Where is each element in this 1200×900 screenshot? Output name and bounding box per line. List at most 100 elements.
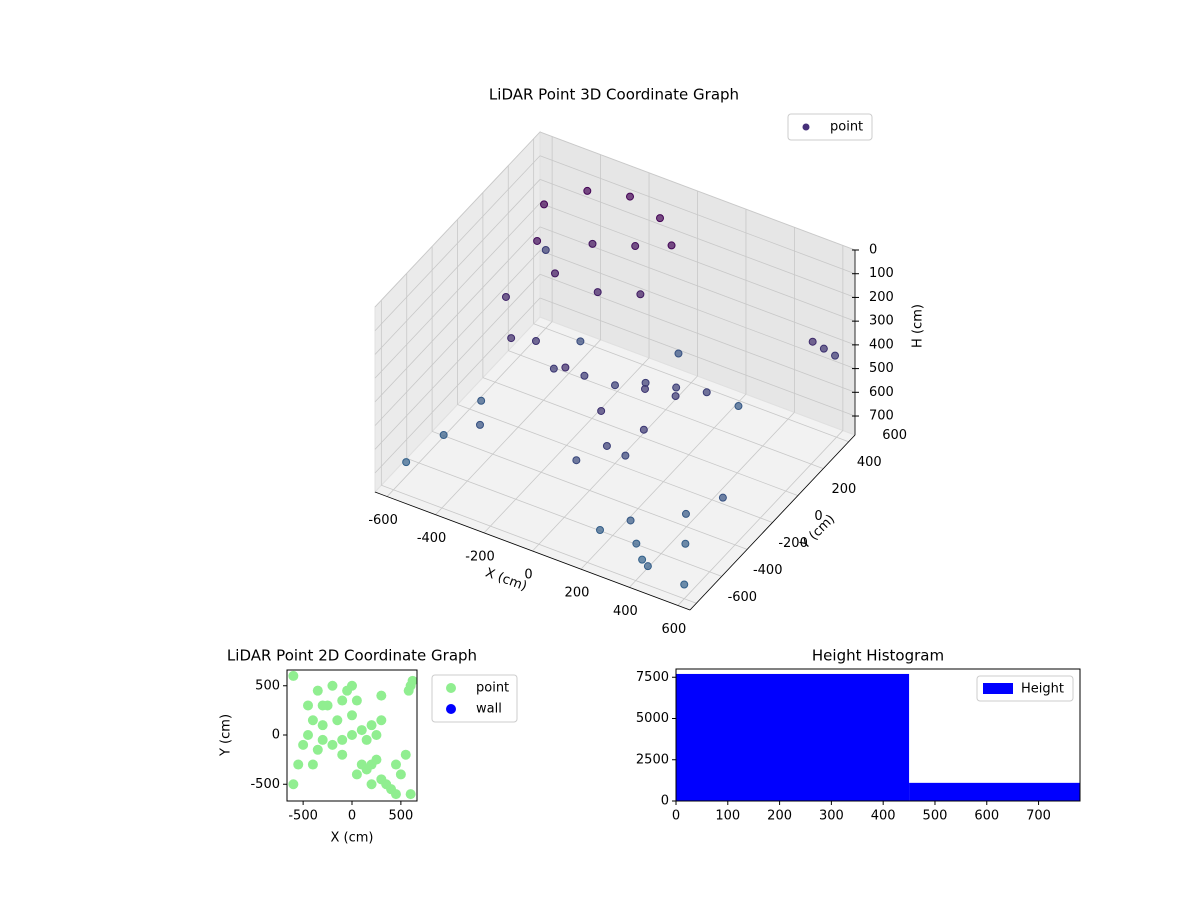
data-point [583, 186, 592, 195]
grid-line [374, 297, 541, 474]
grid-line [374, 179, 541, 355]
data-point [626, 516, 635, 525]
x-tick-label: -200 [465, 549, 495, 564]
data-point [734, 402, 743, 411]
y-tick-label: 7500 [636, 670, 669, 685]
data-point [631, 242, 640, 251]
data-point [632, 539, 641, 548]
data-point [366, 720, 377, 731]
y-tick-label: 0 [661, 794, 669, 809]
y-tick-label: 5000 [636, 711, 669, 726]
grid-line [539, 250, 856, 369]
data-point [407, 675, 417, 686]
x-tick-label: -400 [417, 531, 447, 546]
z-tick-label: 200 [869, 290, 894, 305]
data-point [395, 769, 406, 780]
legend-label: Height [1021, 682, 1064, 697]
data-point [347, 710, 357, 721]
data-point [303, 730, 314, 741]
data-point [376, 715, 387, 726]
grid-line [539, 179, 856, 298]
data-point [540, 200, 549, 209]
data-point [702, 388, 711, 397]
legend-box [976, 675, 1074, 702]
data-point [580, 371, 589, 380]
data-point [351, 769, 362, 780]
x-tick-label: -600 [368, 513, 398, 528]
data-point [576, 337, 585, 346]
data-point [317, 720, 328, 731]
data-point [337, 734, 348, 745]
z-tick-label: 100 [869, 266, 894, 281]
y-tick-label: 0 [272, 728, 280, 743]
grid-line [406, 457, 722, 577]
grid-line [482, 377, 799, 496]
z-tick-label: 400 [869, 337, 894, 352]
x-tick-label: 100 [715, 809, 740, 824]
x-tick-label: 700 [1026, 809, 1051, 824]
data-point [672, 383, 681, 392]
data-point [356, 725, 367, 736]
data-point [317, 734, 328, 745]
data-point [572, 456, 581, 465]
data-point [390, 759, 401, 770]
plot-frame [675, 668, 1081, 802]
data-point [332, 715, 343, 726]
grid-line [539, 273, 856, 393]
grid-line [539, 297, 856, 417]
legend-box [787, 113, 873, 141]
data-point [596, 525, 604, 534]
data-point [351, 695, 362, 706]
grid-line [539, 155, 856, 275]
data-point [643, 562, 652, 571]
data-point [718, 493, 727, 502]
axis-line [374, 491, 691, 611]
data-point [533, 236, 542, 245]
grid-line [508, 350, 824, 470]
data-point [507, 334, 516, 343]
data-point [476, 420, 484, 429]
data-point [541, 246, 550, 254]
legend-label: wall [476, 702, 502, 717]
x-tick-label: 500 [388, 809, 413, 824]
x-tick-label: 0 [348, 809, 356, 824]
data-point [674, 349, 683, 358]
data-point [656, 214, 664, 223]
data-point [337, 749, 348, 760]
data-point [551, 269, 559, 278]
z-tick-label: 0 [869, 243, 877, 258]
legend-marker [802, 123, 810, 131]
data-point [626, 192, 634, 201]
x-tick-label: 300 [819, 809, 844, 824]
data-point [327, 680, 338, 691]
x-tick-label: 0 [524, 568, 532, 583]
y-tick-label: -600 [728, 590, 758, 605]
x-tick-label: 400 [871, 809, 896, 824]
data-point [288, 670, 299, 681]
data-point [831, 351, 840, 360]
x-tick-label: 500 [923, 809, 948, 824]
x-tick-label: 200 [565, 586, 590, 601]
data-point [808, 337, 817, 346]
data-point [307, 759, 318, 770]
data-point [327, 739, 338, 750]
chart-title: LiDAR Point 3D Coordinate Graph [489, 86, 739, 104]
x-axis-label: X (cm) [331, 831, 374, 846]
z-tick-label: 300 [869, 314, 894, 329]
x-tick-label: 400 [613, 604, 638, 619]
grid-line [374, 155, 541, 331]
x-tick-label: 600 [661, 622, 686, 637]
data-point [317, 700, 328, 711]
y-tick-label: 2500 [636, 752, 669, 767]
z-tick-label: 500 [869, 361, 894, 376]
data-point [501, 292, 510, 301]
data-point [298, 739, 309, 750]
data-point [376, 690, 387, 701]
axis-line [689, 434, 856, 611]
grid-line [374, 202, 541, 379]
grid-line [457, 404, 773, 523]
data-point [477, 396, 486, 405]
legend-marker [446, 683, 456, 693]
